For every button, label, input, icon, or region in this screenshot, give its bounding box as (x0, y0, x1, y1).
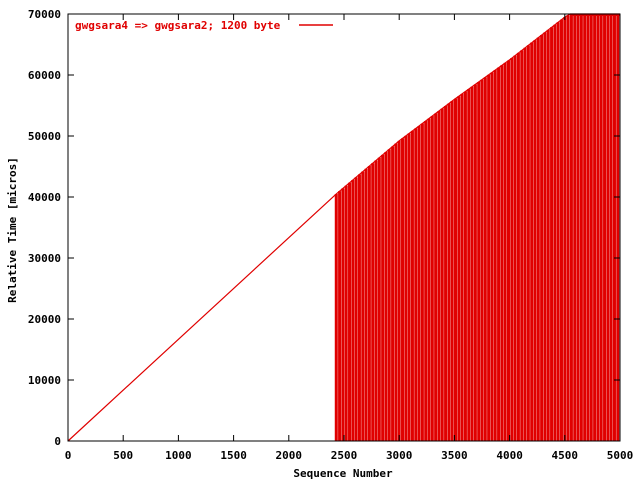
spikes-group (334, 14, 620, 441)
y-tick-label: 40000 (28, 191, 61, 204)
x-tick-label: 2500 (331, 449, 358, 462)
x-tick-label: 1500 (220, 449, 247, 462)
axes: 0 500 1000 1500 2000 2500 3000 3500 4000 4500 5000… (28, 8, 633, 462)
x-axis-title: Sequence Number (293, 467, 393, 480)
y-tick-label: 10000 (28, 374, 61, 387)
y-tick-label: 0 (54, 435, 61, 448)
x-tick-label: 4000 (496, 449, 523, 462)
y-tick-label: 70000 (28, 8, 61, 21)
y-tick-label: 30000 (28, 252, 61, 265)
y-axis-title: Relative Time [micros] (6, 157, 19, 303)
x-tick-label: 1000 (165, 449, 192, 462)
y-tick-label: 20000 (28, 313, 61, 326)
legend: gwgsara4 => gwgsara2; 1200 byte (75, 19, 333, 32)
x-tick-label: 5000 (607, 449, 634, 462)
y-tick-label: 60000 (28, 69, 61, 82)
x-tick-label: 4500 (552, 449, 579, 462)
x-tick-label: 3000 (386, 449, 413, 462)
x-tick-label: 3500 (441, 449, 468, 462)
y-tick-label: 50000 (28, 130, 61, 143)
plot-area (67, 13, 620, 442)
x-tick-label: 500 (113, 449, 133, 462)
x-tick-label: 2000 (276, 449, 303, 462)
x-tick-label: 0 (65, 449, 72, 462)
legend-label: gwgsara4 => gwgsara2; 1200 byte (75, 19, 281, 32)
